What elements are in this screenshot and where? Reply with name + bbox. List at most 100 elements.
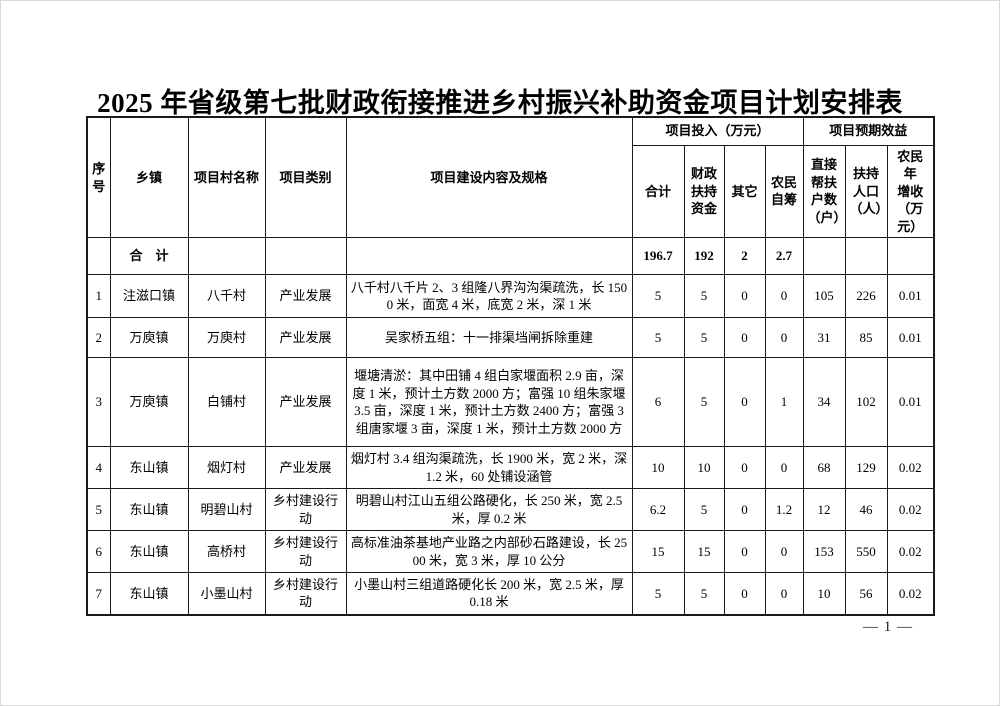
cell-township: 东山镇 <box>109 488 189 532</box>
header-self-raised: 农民 自筹 <box>764 144 804 239</box>
header-total: 合计 <box>631 144 685 239</box>
cell-village: 小墨山村 <box>187 572 266 616</box>
cell-fiscal: 192 <box>683 237 725 276</box>
cell-total: 5 <box>631 274 685 319</box>
cell-village: 烟灯村 <box>187 446 266 490</box>
cell-content: 吴家桥五组：十一排渠垱闸拆除重建 <box>345 317 633 359</box>
table-row: 3 万庾镇 白铺村 产业发展 堰塘清淤：其中田铺 4 组白家堰面积 2.9 亩，… <box>86 357 935 448</box>
table-row: 4 东山镇 烟灯村 产业发展 烟灯村 3.4 组沟渠疏洗，长 1900 米，宽 … <box>86 446 935 490</box>
cell-seq <box>86 237 111 276</box>
cell-population: 85 <box>844 317 888 359</box>
cell-income: 0.02 <box>886 446 935 490</box>
cell-category: 产业发展 <box>264 317 347 359</box>
cell-seq: 6 <box>86 530 111 574</box>
cell-content: 高标准油茶基地产业路之内部砂石路建设，长 2500 米，宽 3 米，厚 10 公… <box>345 530 633 574</box>
cell-population: 550 <box>844 530 888 574</box>
project-plan-table: 序 号 乡镇 项目村名称 项目类别 项目建设内容及规格 项目投入（万元） 项目预… <box>86 116 936 616</box>
page-number: — 1 — <box>863 619 913 635</box>
cell-income: 0.02 <box>886 488 935 532</box>
cell-other: 0 <box>723 530 766 574</box>
cell-township: 东山镇 <box>109 530 189 574</box>
header-other: 其它 <box>723 144 766 239</box>
cell-village: 万庾村 <box>187 317 266 359</box>
cell-population: 226 <box>844 274 888 319</box>
cell-total: 5 <box>631 317 685 359</box>
cell-households: 34 <box>802 357 846 448</box>
header-group-row: 序 号 乡镇 项目村名称 项目类别 项目建设内容及规格 项目投入（万元） 项目预… <box>86 116 935 239</box>
cell-seq: 1 <box>86 274 111 319</box>
cell-content <box>345 237 633 276</box>
cell-self-raised: 0 <box>764 317 804 359</box>
cell-village: 八千村 <box>187 274 266 319</box>
cell-population: 46 <box>844 488 888 532</box>
cell-category: 乡村建设行动 <box>264 488 347 532</box>
total-row: 合 计 196.7 192 2 2.7 <box>86 237 935 276</box>
cell-content: 烟灯村 3.4 组沟渠疏洗，长 1900 米，宽 2 米，深 1.2 米，60 … <box>345 446 633 490</box>
cell-total: 5 <box>631 572 685 616</box>
cell-households: 153 <box>802 530 846 574</box>
cell-total: 6 <box>631 357 685 448</box>
cell-income: 0.01 <box>886 357 935 448</box>
cell-village: 白铺村 <box>187 357 266 448</box>
header-township: 乡镇 <box>109 116 189 239</box>
cell-category: 产业发展 <box>264 446 347 490</box>
header-households: 直接 帮扶 户数 （户） <box>802 144 846 239</box>
header-investment-group: 项目投入（万元） <box>631 116 804 146</box>
table-row: 1 注滋口镇 八千村 产业发展 八千村八千片 2、3 组隆八界沟沟渠疏洗，长 1… <box>86 274 935 319</box>
table-row: 6 东山镇 高桥村 乡村建设行动 高标准油茶基地产业路之内部砂石路建设，长 25… <box>86 530 935 574</box>
cell-village <box>187 237 266 276</box>
cell-households: 68 <box>802 446 846 490</box>
cell-population: 56 <box>844 572 888 616</box>
cell-self-raised: 0 <box>764 274 804 319</box>
page-title: 2025 年省级第七批财政衔接推进乡村振兴补助资金项目计划安排表 <box>97 88 903 118</box>
cell-households: 105 <box>802 274 846 319</box>
cell-fiscal: 5 <box>683 572 725 616</box>
cell-other: 0 <box>723 488 766 532</box>
header-income: 农民年 增收 （万元） <box>886 144 935 239</box>
cell-township: 万庾镇 <box>109 317 189 359</box>
header-benefit-group: 项目预期效益 <box>802 116 935 146</box>
cell-total: 196.7 <box>631 237 685 276</box>
header-village: 项目村名称 <box>187 116 266 239</box>
cell-category <box>264 237 347 276</box>
cell-seq: 4 <box>86 446 111 490</box>
header-seq: 序 号 <box>86 116 111 239</box>
cell-other: 0 <box>723 317 766 359</box>
cell-fiscal: 5 <box>683 357 725 448</box>
cell-category: 乡村建设行动 <box>264 572 347 616</box>
cell-self-raised: 0 <box>764 572 804 616</box>
cell-self-raised: 1.2 <box>764 488 804 532</box>
table-row: 5 东山镇 明碧山村 乡村建设行动 明碧山村江山五组公路硬化，长 250 米，宽… <box>86 488 935 532</box>
cell-township: 注滋口镇 <box>109 274 189 319</box>
cell-households: 10 <box>802 572 846 616</box>
cell-self-raised: 2.7 <box>764 237 804 276</box>
header-category: 项目类别 <box>264 116 347 239</box>
cell-population <box>844 237 888 276</box>
cell-village: 明碧山村 <box>187 488 266 532</box>
cell-content: 明碧山村江山五组公路硬化，长 250 米，宽 2.5 米，厚 0.2 米 <box>345 488 633 532</box>
cell-other: 2 <box>723 237 766 276</box>
cell-content: 小墨山村三组道路硬化长 200 米，宽 2.5 米，厚 0.18 米 <box>345 572 633 616</box>
header-population: 扶持 人口 （人） <box>844 144 888 239</box>
cell-township: 万庾镇 <box>109 357 189 448</box>
cell-seq: 7 <box>86 572 111 616</box>
cell-self-raised: 0 <box>764 446 804 490</box>
cell-total: 15 <box>631 530 685 574</box>
cell-income: 0.01 <box>886 274 935 319</box>
cell-other: 0 <box>723 446 766 490</box>
table-row: 2 万庾镇 万庾村 产业发展 吴家桥五组：十一排渠垱闸拆除重建 5 5 0 0 … <box>86 317 935 359</box>
cell-seq: 2 <box>86 317 111 359</box>
cell-fiscal: 10 <box>683 446 725 490</box>
cell-other: 0 <box>723 572 766 616</box>
cell-seq: 5 <box>86 488 111 532</box>
cell-households: 12 <box>802 488 846 532</box>
cell-other: 0 <box>723 357 766 448</box>
cell-township: 东山镇 <box>109 446 189 490</box>
cell-village: 高桥村 <box>187 530 266 574</box>
cell-income: 0.01 <box>886 317 935 359</box>
cell-income <box>886 237 935 276</box>
cell-self-raised: 1 <box>764 357 804 448</box>
cell-population: 102 <box>844 357 888 448</box>
cell-category: 产业发展 <box>264 274 347 319</box>
